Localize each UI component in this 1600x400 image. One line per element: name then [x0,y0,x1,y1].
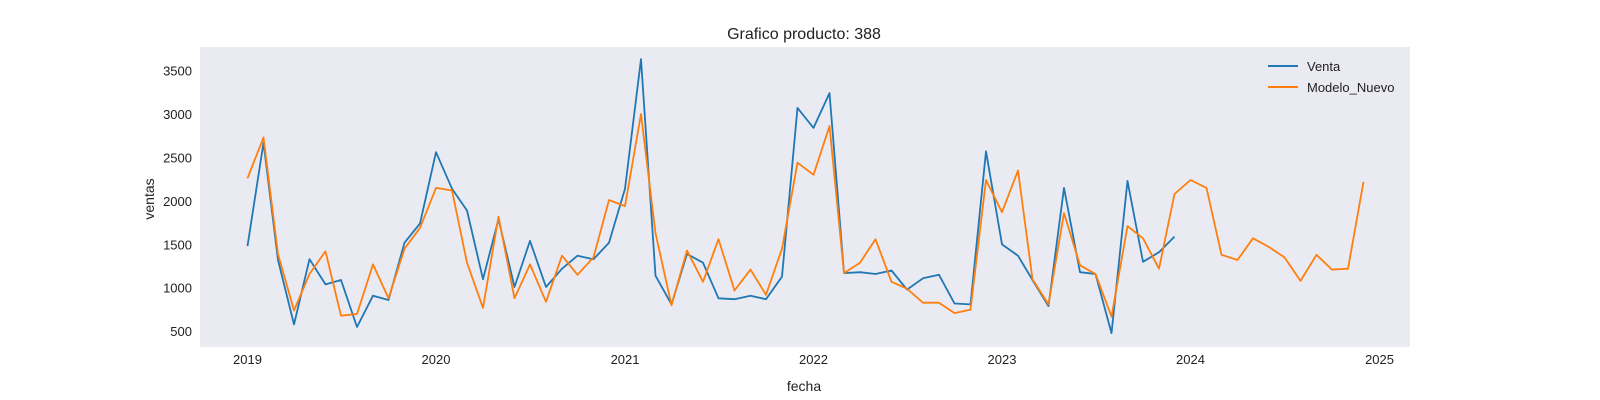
y-tick-label: 1500 [163,237,192,252]
x-tick-label: 2024 [1176,352,1205,367]
legend-label: Modelo_Nuevo [1307,80,1394,95]
x-tick-label: 2021 [611,352,640,367]
x-tick-label: 2019 [233,352,262,367]
series-line-modelo-nuevo [246,113,1365,318]
y-axis-ticks: 500 1000 1500 2000 2500 3000 3500 [163,63,192,339]
series-layer [246,58,1365,335]
chart-title: Grafico producto: 388 [727,26,881,43]
y-tick-label: 1000 [163,281,192,296]
y-axis-label: ventas [141,178,157,219]
y-tick-label: 3000 [163,107,192,122]
series-line-venta [246,58,1176,335]
x-tick-label: 2020 [422,352,451,367]
y-tick-label: 2000 [163,194,192,209]
y-tick-label: 2500 [163,150,192,165]
legend: Venta Modelo_Nuevo [1268,59,1394,95]
x-axis-label: fecha [787,378,821,394]
x-axis-ticks: 2019 2020 2021 2022 2023 2024 2025 [233,352,1394,367]
x-tick-label: 2025 [1365,352,1394,367]
y-tick-label: 500 [170,324,192,339]
x-tick-label: 2022 [799,352,828,367]
y-tick-label: 3500 [163,63,192,78]
plot-area [200,47,1410,347]
x-tick-label: 2023 [988,352,1017,367]
legend-label: Venta [1307,59,1341,74]
